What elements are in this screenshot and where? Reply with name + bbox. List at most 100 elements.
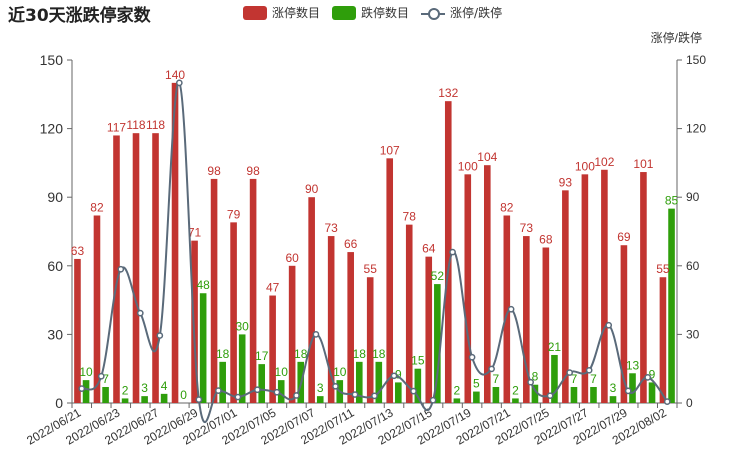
- ratio-point: [507, 305, 515, 313]
- data-label-limit-down: 8: [532, 370, 539, 384]
- data-label-limit-down: 3: [610, 381, 617, 395]
- bar-limit-up: [503, 215, 511, 403]
- ratio-point: [546, 392, 554, 400]
- y-left-tick-label: 60: [47, 258, 63, 274]
- legend-line-icon: [421, 6, 446, 20]
- bar-limit-down: [609, 396, 617, 403]
- bar-limit-up: [288, 265, 296, 403]
- bar-limit-down: [102, 386, 109, 403]
- data-label-limit-up: 78: [403, 210, 417, 224]
- data-label-limit-up: 73: [520, 221, 534, 235]
- bar-limit-up: [366, 277, 374, 403]
- bar-limit-down: [512, 398, 519, 403]
- data-label-limit-up: 79: [227, 207, 241, 221]
- ratio-point: [644, 374, 652, 381]
- y-left-tick-label: 120: [40, 121, 64, 137]
- bar-limit-down: [414, 368, 422, 403]
- y-right-tick-label: 0: [686, 396, 693, 410]
- ratio-point: [527, 378, 534, 386]
- y-right-axis-label: 涨停/跌停: [651, 30, 702, 45]
- bar-limit-down: [590, 386, 597, 403]
- ratio-point: [663, 398, 671, 405]
- ratio-point: [566, 369, 574, 376]
- ratio-point: [449, 248, 456, 256]
- legend-item-limit-down[interactable]: 跌停数目: [332, 4, 409, 21]
- y-right-tick-label: 90: [686, 190, 700, 204]
- data-label-limit-down: 4: [161, 379, 168, 393]
- bar-limit-down: [160, 393, 168, 403]
- y-left-tick-label: 90: [47, 189, 63, 205]
- data-label-limit-up: 71: [188, 226, 202, 240]
- legend-item-ratio[interactable]: 涨停/跌停: [421, 4, 502, 21]
- data-label-limit-down: 7: [571, 372, 578, 386]
- data-label-limit-up: 118: [146, 118, 165, 132]
- ratio-point: [312, 331, 320, 338]
- ratio-point: [234, 393, 242, 401]
- bar-limit-down: [316, 396, 324, 403]
- bar-limit-up: [308, 197, 315, 403]
- bar-limit-up: [405, 224, 413, 403]
- data-label-limit-down: 2: [122, 383, 129, 397]
- bar-limit-down: [277, 380, 285, 403]
- bar-limit-up: [601, 169, 608, 403]
- data-label-limit-down: 10: [275, 365, 289, 379]
- y-left-tick-label: 150: [40, 52, 64, 68]
- data-label-limit-up: 101: [633, 157, 653, 171]
- bar-limit-up: [327, 236, 335, 403]
- data-label-limit-up: 68: [539, 233, 553, 247]
- data-label-limit-down: 18: [372, 347, 386, 361]
- ratio-point: [624, 387, 632, 395]
- bar-limit-up: [171, 82, 179, 403]
- bar-limit-up: [640, 172, 647, 403]
- ratio-point: [78, 385, 86, 392]
- bar-limit-up: [542, 247, 550, 403]
- ratio-point: [351, 391, 359, 398]
- data-label-limit-down: 0: [180, 388, 187, 402]
- ratio-point: [585, 366, 593, 374]
- data-label-limit-down: 3: [141, 381, 148, 395]
- data-label-limit-up: 118: [126, 118, 145, 132]
- bar-limit-up: [269, 295, 276, 403]
- bar-limit-down: [492, 386, 500, 403]
- data-label-limit-up: 117: [107, 120, 126, 134]
- data-label-limit-down: 7: [102, 372, 109, 386]
- bar-limit-up: [444, 101, 452, 403]
- bar-limit-up: [93, 215, 101, 403]
- legend-item-limit-up[interactable]: 涨停数目: [243, 4, 320, 21]
- ratio-point: [97, 372, 105, 380]
- data-label-limit-down: 9: [649, 367, 656, 381]
- bar-limit-down: [121, 398, 129, 403]
- data-label-limit-down: 52: [431, 269, 445, 283]
- ratio-point: [410, 387, 417, 395]
- data-label-limit-up: 98: [207, 164, 221, 178]
- ratio-point: [254, 386, 261, 394]
- bar-limit-down: [453, 398, 461, 403]
- bar-limit-down: [355, 361, 363, 403]
- bar-limit-up: [562, 190, 569, 403]
- data-label-limit-down: 48: [196, 278, 210, 292]
- bar-limit-up: [74, 258, 81, 403]
- bar-limit-up: [659, 277, 667, 403]
- bar-limit-up: [620, 245, 628, 403]
- data-label-limit-down: 9: [395, 367, 402, 381]
- data-label-limit-down: 17: [255, 349, 269, 363]
- bar-limit-down: [375, 361, 383, 403]
- ratio-point: [605, 321, 613, 329]
- bar-limit-up: [249, 178, 257, 403]
- data-label-limit-down: 7: [590, 372, 597, 386]
- bar-limit-down: [141, 396, 148, 403]
- bar-limit-down: [473, 391, 480, 403]
- legend-swatch-red: [243, 5, 267, 20]
- data-label-limit-down: 30: [236, 319, 250, 333]
- bar-limit-up: [210, 178, 218, 403]
- ratio-point: [488, 365, 495, 373]
- data-label-limit-up: 73: [324, 221, 338, 235]
- data-label-limit-down: 5: [473, 377, 480, 391]
- y-left-tick-label: 0: [55, 395, 63, 411]
- data-label-limit-up: 107: [380, 143, 400, 157]
- ratio-point: [371, 392, 378, 400]
- y-left-tick-label: 30: [47, 326, 63, 342]
- data-label-limit-down: 13: [626, 358, 640, 372]
- legend-label-ratio: 涨停/跌停: [450, 6, 503, 20]
- legend: 涨停数目 跌停数目 涨停/跌停: [243, 4, 514, 21]
